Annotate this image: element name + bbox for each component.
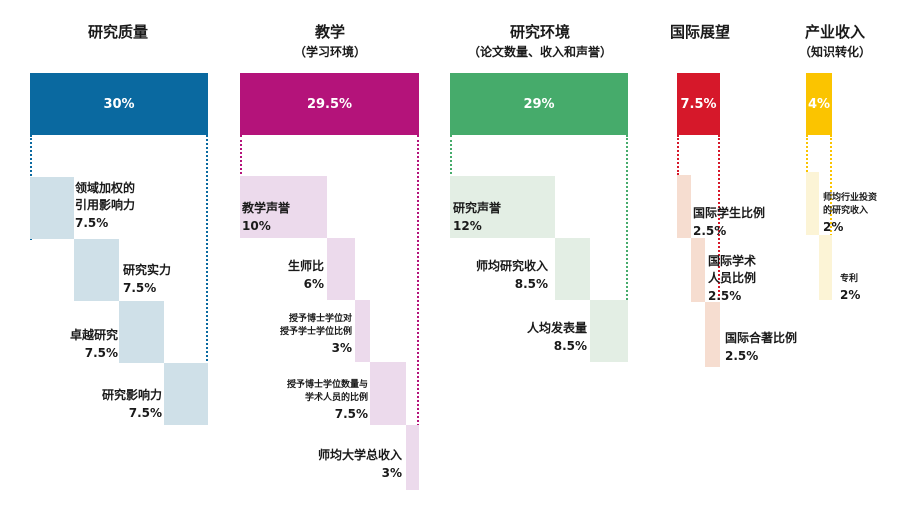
dotted-guide-line: [718, 135, 720, 367]
metric-weight: 7.5%: [75, 216, 109, 230]
metric-name-line: 人员比例: [708, 271, 757, 285]
metric-name-line: 国际学术: [708, 254, 757, 268]
metric-label: 国际学生比例 2.5%: [693, 205, 765, 240]
metric-name-line: 研究实力: [123, 263, 172, 277]
metric-bar: [74, 239, 119, 301]
metric-bar: [240, 176, 327, 238]
metric-bar: [30, 177, 74, 239]
metric-name-line: 引用影响力: [75, 198, 136, 212]
metric-label: 人均发表量 8.5%: [527, 320, 587, 355]
metric-bar: [691, 238, 705, 302]
metric-label: 生师比 6%: [288, 258, 324, 293]
pillar-title: 产业收入 （知识转化）: [735, 22, 909, 62]
metric-weight: 12%: [453, 219, 482, 233]
metric-bar: [806, 172, 819, 235]
metric-weight: 7.5%: [84, 346, 118, 360]
metric-weight: 3%: [331, 341, 352, 355]
metric-bar: [677, 175, 691, 238]
pillar-title-text: 国际展望: [669, 23, 730, 41]
metric-label: 师均大学总收入 3%: [318, 447, 402, 482]
metric-weight: 2.5%: [725, 349, 759, 363]
metric-name-line: 授予博士学位数量与: [286, 380, 368, 390]
metric-name-line: 的研究收入: [823, 206, 869, 216]
pillar-weight-box: 29%: [450, 73, 628, 135]
metric-label: 师均研究收入 8.5%: [476, 258, 548, 293]
metric-name-line: 领域加权的: [75, 181, 136, 195]
metric-name-line: 师均研究收入: [475, 259, 548, 273]
pillar-weight-box: 7.5%: [677, 73, 720, 135]
metric-weight: 10%: [242, 219, 271, 233]
pillar-title-text: 研究质量: [87, 23, 148, 41]
metric-bar: [119, 301, 164, 363]
metric-bar: [590, 300, 628, 362]
pillar-title: 研究质量: [18, 22, 218, 42]
pillar-title-text: 教学: [314, 23, 345, 41]
metric-label: 国际合著比例 2.5%: [725, 330, 797, 365]
metric-bar: [705, 302, 720, 367]
metric-weight: 2%: [840, 288, 861, 302]
metric-label: 研究实力 7.5%: [123, 262, 171, 297]
metric-bar: [819, 235, 832, 300]
metric-bar: [450, 176, 555, 238]
metric-name-line: 教学声誉: [242, 201, 291, 215]
metric-weight: 7.5%: [128, 406, 162, 420]
metric-name-line: 授予学士学位比例: [279, 327, 352, 337]
metric-weight: 7.5%: [123, 281, 157, 295]
pillar-title: 教学 （学习环境）: [230, 22, 430, 62]
metric-label: 授予博士学位对授予学士学位比例 3%: [280, 313, 352, 357]
metric-weight: 2.5%: [708, 289, 742, 303]
metric-weight: 2.5%: [693, 224, 727, 238]
metric-bar: [164, 363, 208, 425]
pillar-title-text: 产业收入: [804, 23, 865, 41]
pillar-subtitle: （学习环境）: [293, 45, 366, 59]
metric-weight: 7.5%: [334, 407, 368, 421]
metric-bar: [355, 300, 370, 362]
metric-name-line: 学术人员的比例: [304, 393, 368, 403]
metric-bar: [370, 362, 406, 425]
metric-weight: 8.5%: [514, 277, 548, 291]
pillar-weight-box: 4%: [806, 73, 832, 135]
metric-name-line: 卓越研究: [69, 328, 118, 342]
metric-label: 授予博士学位数量与学术人员的比例 7.5%: [287, 379, 368, 423]
metric-name-line: 专利: [840, 274, 859, 284]
dotted-guide-line: [417, 135, 419, 490]
metric-name-line: 国际合著比例: [725, 331, 798, 345]
metric-bar: [327, 238, 355, 300]
dotted-guide-line: [206, 135, 208, 425]
metric-weight: 8.5%: [553, 339, 587, 353]
metric-weight: 3%: [381, 466, 402, 480]
metric-label: 师均行业投资 的研究收入 2%: [823, 192, 877, 236]
dotted-guide-line: [626, 135, 628, 300]
metric-label: 专利 2%: [840, 273, 860, 304]
metric-label: 研究声誉 12%: [453, 200, 501, 235]
metric-name-line: 授予博士学位对: [288, 314, 352, 324]
metric-name-line: 国际学生比例: [693, 206, 766, 220]
pillar-weight-box: 30%: [30, 73, 208, 135]
pillar-subtitle: （知识转化）: [798, 45, 871, 59]
metric-label: 研究影响力 7.5%: [102, 387, 162, 422]
metric-name-line: 人均发表量: [526, 321, 587, 335]
metric-label: 卓越研究 7.5%: [70, 327, 118, 362]
metric-label: 领域加权的引用影响力 7.5%: [75, 180, 135, 232]
dotted-guide-line: [830, 135, 832, 300]
pillar-weight-box: 29.5%: [240, 73, 419, 135]
metric-label: 国际学术人员比例 2.5%: [708, 253, 756, 305]
metric-name-line: 生师比: [287, 259, 324, 273]
metric-bar: [406, 425, 419, 490]
metric-name-line: 研究声誉: [453, 201, 502, 215]
metric-weight: 2%: [823, 220, 844, 234]
metric-name-line: 师均大学总收入: [317, 448, 402, 462]
pillar-title: 研究环境 （论文数量、收入和声誉）: [440, 22, 640, 62]
metric-name-line: 研究影响力: [101, 388, 162, 402]
metric-bar: [555, 238, 590, 300]
pillar-title-text: 研究环境: [509, 23, 570, 41]
dotted-guide-line: [677, 135, 679, 175]
metric-label: 教学声誉 10%: [242, 200, 290, 235]
pillar-subtitle: （论文数量、收入和声誉）: [467, 45, 612, 59]
metric-name-line: 师均行业投资: [823, 193, 878, 203]
pillar-title: 国际展望: [600, 22, 800, 42]
metric-weight: 6%: [303, 277, 324, 291]
